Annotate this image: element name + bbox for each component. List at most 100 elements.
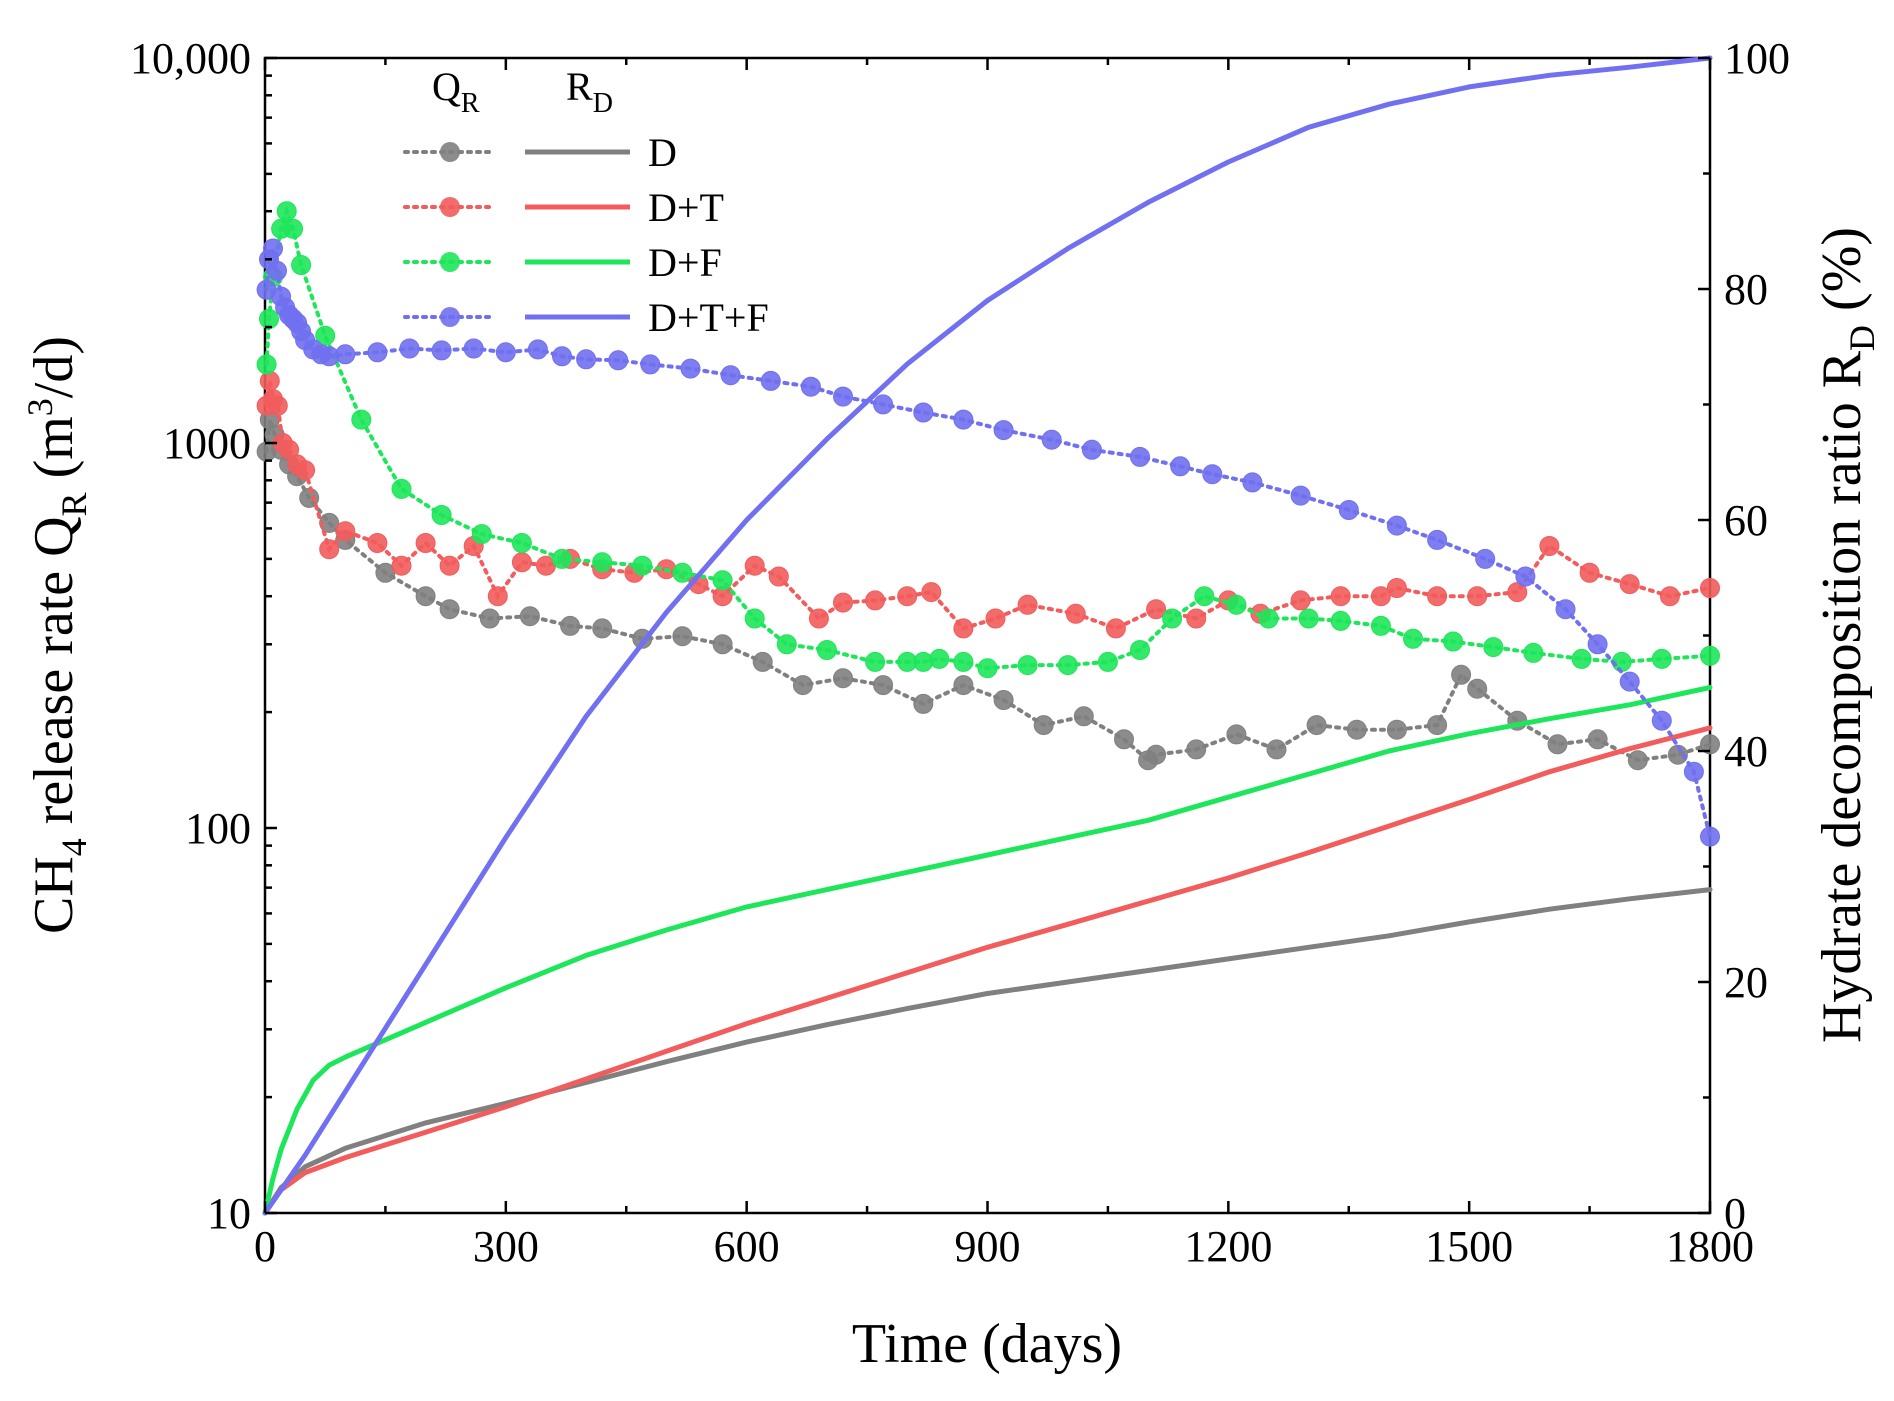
qr-point (1370, 615, 1391, 636)
legend-header-r: RD (566, 64, 613, 119)
y-left-title-part: (m (23, 416, 85, 492)
qr-point (712, 634, 733, 655)
y-right-title-part: Hydrate decomposition ratio R (1811, 350, 1873, 1043)
qr-point (913, 402, 934, 423)
qr-point (1700, 734, 1720, 755)
qr-point (760, 370, 781, 391)
qr-point (1105, 618, 1126, 639)
y-left-tick-label: 100 (185, 804, 251, 853)
rd-line (262, 725, 1713, 1216)
qr-point (808, 608, 829, 629)
qr-point (1370, 586, 1391, 607)
x-tick-label: 1800 (1666, 1222, 1754, 1271)
qr-point (291, 255, 312, 275)
qr-point (335, 344, 356, 365)
x-tick-label: 300 (473, 1222, 539, 1271)
qr-point (1146, 744, 1167, 765)
qr-point (1242, 472, 1263, 493)
y-left-axis-title: CH4 release rate QR (m3/d) (20, 336, 94, 934)
qr-point (592, 618, 613, 639)
qr-point (431, 505, 452, 525)
qr-point (1667, 744, 1688, 765)
qr-point (1258, 608, 1279, 629)
qr-point (865, 590, 886, 611)
qr-point (592, 552, 613, 573)
qr-point (1683, 761, 1704, 782)
qr-point (672, 562, 693, 583)
y-right-tick-label: 20 (1724, 958, 1768, 1007)
qr-point (1114, 729, 1134, 750)
qr-point (256, 354, 277, 375)
legend-entry: D+F (403, 240, 722, 285)
qr-point (471, 524, 492, 545)
legend-header-q-main: Q (432, 64, 461, 109)
qr-point (913, 693, 934, 714)
y-left-title-sub: R (54, 492, 94, 516)
y-left-tick-label: 1000 (163, 419, 251, 468)
legend-header-r-sub: D (593, 88, 613, 119)
x-tick-label: 600 (714, 1222, 780, 1271)
qr-point (1659, 586, 1680, 607)
qr-point (776, 634, 797, 655)
qr-point (576, 349, 597, 370)
qr-point (1017, 655, 1038, 676)
qr-point (1186, 608, 1207, 629)
y-left-title-sup: 3 (20, 398, 60, 416)
qr-point (720, 365, 741, 386)
qr-point (267, 395, 288, 416)
legend: QR RD DD+TD+FD+T+F (403, 64, 769, 340)
y-right-title-part: (%) (1811, 227, 1873, 325)
qr-point (993, 420, 1014, 441)
qr-point (1427, 529, 1448, 550)
qr-point (1515, 566, 1536, 587)
qr-point (351, 409, 372, 430)
qr-point (1386, 578, 1407, 598)
qr-point (1386, 719, 1407, 740)
qr-point (263, 238, 283, 259)
qr-point (680, 358, 701, 379)
qr-point (1467, 586, 1488, 607)
qr-point (259, 370, 280, 391)
qr-point (1700, 645, 1720, 666)
rd-line (262, 685, 1713, 1216)
qr-point (1057, 655, 1078, 676)
qr-point (1587, 729, 1608, 750)
series-layer (256, 55, 1720, 1216)
legend-label: D+T (648, 185, 724, 230)
qr-point (1202, 464, 1223, 485)
qr-point (1266, 739, 1287, 760)
qr-point (1041, 429, 1062, 450)
qr-point (1571, 648, 1592, 669)
legend-entry: D+T (403, 185, 724, 230)
series-d-t-f (256, 55, 1720, 1216)
qr-point (267, 260, 287, 281)
qr-point (953, 618, 974, 639)
qr-point (1146, 599, 1167, 620)
qr-point (1427, 586, 1448, 607)
qr-point (833, 592, 853, 613)
x-tick-label: 1500 (1425, 1222, 1513, 1271)
y-right-tick-label: 100 (1724, 34, 1790, 83)
qr-point (873, 675, 894, 696)
qr-point (487, 586, 508, 607)
legend-header-q: QR (432, 64, 480, 119)
qr-point (1330, 610, 1351, 631)
qr-point (283, 218, 304, 239)
qr-point (953, 651, 974, 672)
qr-point (816, 640, 837, 660)
qr-point (439, 555, 460, 576)
qr-point (1700, 826, 1720, 847)
qr-point (527, 339, 548, 360)
qr-point (985, 608, 1006, 629)
qr-point (463, 338, 484, 359)
qr-point (1330, 586, 1351, 607)
qr-point (1226, 594, 1247, 615)
qr-point (1619, 574, 1640, 595)
qr-point (391, 555, 412, 576)
qr-point (1507, 582, 1528, 603)
qr-point (1186, 739, 1207, 760)
qr-point (295, 460, 316, 481)
y-left-title-part: CH (23, 856, 85, 934)
x-tick-label: 0 (254, 1222, 276, 1271)
